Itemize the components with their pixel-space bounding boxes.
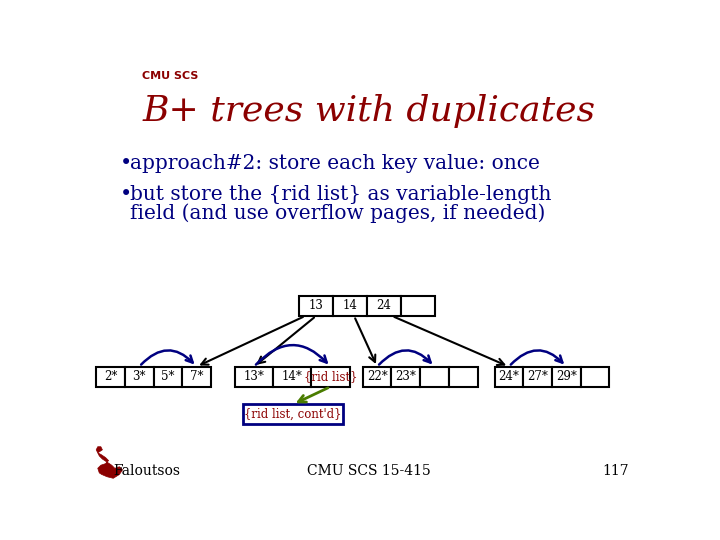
Text: field (and use overflow pages, if needed): field (and use overflow pages, if needed… [130,204,546,223]
Text: 24*: 24* [498,370,519,383]
Bar [420,367,449,387]
Text: 29*: 29* [556,370,577,383]
Text: •: • [120,154,132,173]
Text: •: • [120,185,132,204]
Bar [363,367,392,387]
Bar [311,367,350,387]
Bar [367,296,401,316]
Bar [392,367,420,387]
Bar [182,367,211,387]
Text: 2*: 2* [104,370,117,383]
Text: CMU SCS 15-415: CMU SCS 15-415 [307,464,431,478]
Bar [125,367,153,387]
Text: {rid list}: {rid list} [304,370,357,383]
Bar [153,367,182,387]
Text: 7*: 7* [190,370,203,383]
Text: 24: 24 [377,299,392,312]
Text: 22*: 22* [366,370,387,383]
Bar [235,367,273,387]
Text: 5*: 5* [161,370,175,383]
Bar [300,296,333,316]
Bar [401,296,435,316]
Bar [273,367,311,387]
Bar [96,367,125,387]
Bar [580,367,609,387]
Text: CMU SCS: CMU SCS [142,71,198,80]
Text: 14*: 14* [282,370,302,383]
Text: 27*: 27* [527,370,548,383]
Text: 3*: 3* [132,370,146,383]
Text: but store the {rid list} as variable-length: but store the {rid list} as variable-len… [130,185,552,204]
Bar [449,367,477,387]
Text: 13: 13 [309,299,324,312]
Bar [243,404,343,424]
Bar [523,367,552,387]
Bar [495,367,523,387]
Text: approach#2: store each key value: once: approach#2: store each key value: once [130,154,540,173]
Text: Faloutsos: Faloutsos [113,464,180,478]
Text: B+ trees with duplicates: B+ trees with duplicates [143,94,595,128]
Text: 14: 14 [343,299,358,312]
Text: 23*: 23* [395,370,416,383]
Text: {rid list, cont'd}: {rid list, cont'd} [244,408,342,421]
Text: 13*: 13* [243,370,264,383]
Polygon shape [98,453,122,478]
Text: 117: 117 [602,464,629,478]
Bar [552,367,580,387]
Polygon shape [96,447,102,453]
Bar [333,296,367,316]
